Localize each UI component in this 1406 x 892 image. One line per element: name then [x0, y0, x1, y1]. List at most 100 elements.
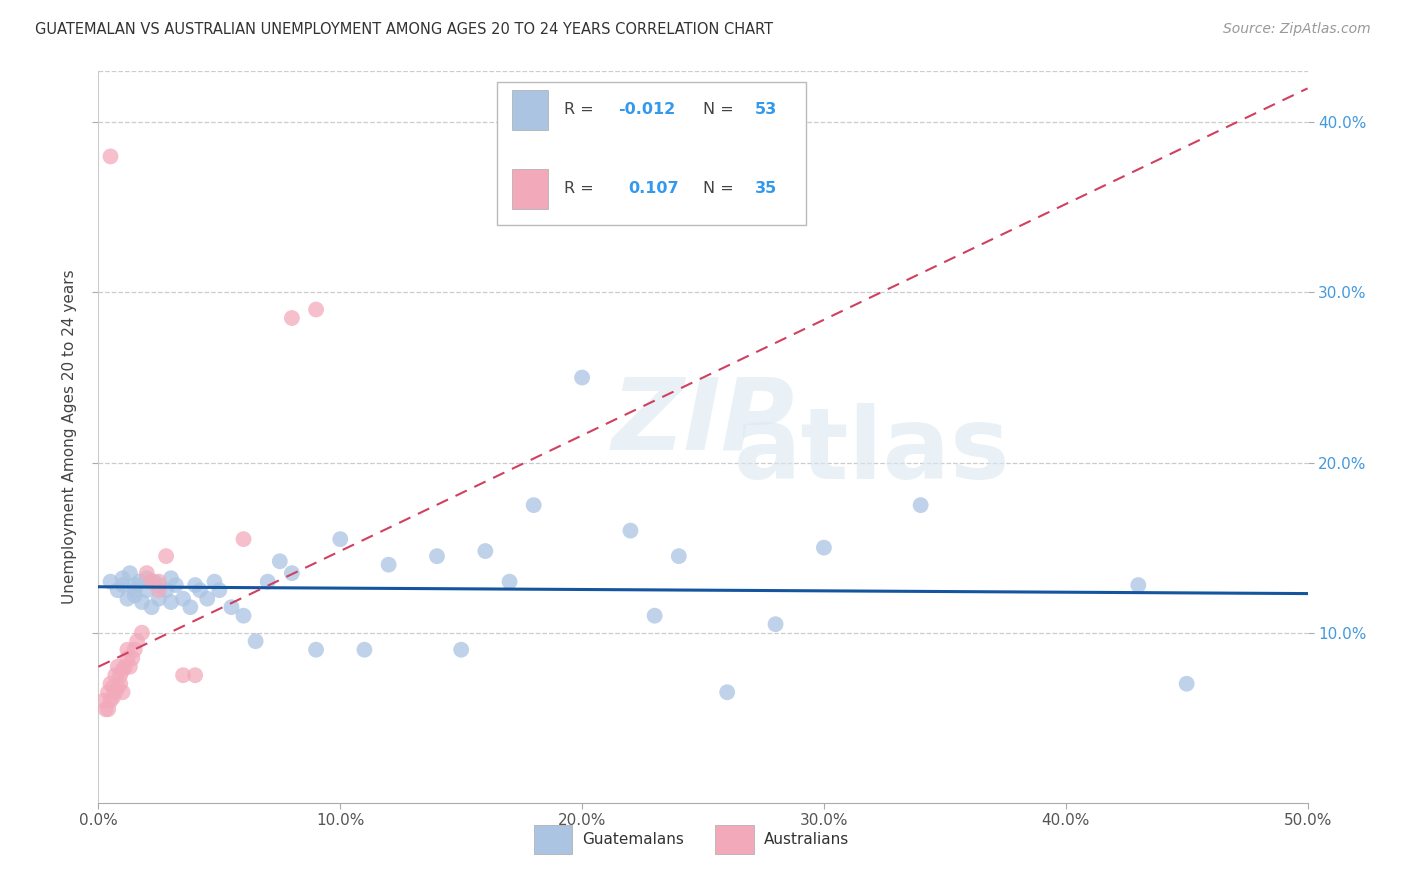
Text: N =: N = [703, 181, 740, 196]
Point [221, 600, 243, 615]
Point [353, 642, 375, 657]
Point [179, 600, 201, 615]
Point [281, 566, 304, 581]
Text: GUATEMALAN VS AUSTRALIAN UNEMPLOYMENT AMONG AGES 20 TO 24 YEARS CORRELATION CHAR: GUATEMALAN VS AUSTRALIAN UNEMPLOYMENT AM… [35, 22, 773, 37]
Point [135, 566, 157, 581]
Point [148, 578, 170, 592]
Text: Source: ZipAtlas.com: Source: ZipAtlas.com [1223, 22, 1371, 37]
Text: ZIP: ZIP [612, 374, 794, 471]
Point [127, 634, 149, 648]
Point [114, 659, 136, 673]
Point [135, 583, 157, 598]
Point [195, 591, 218, 606]
FancyBboxPatch shape [716, 825, 754, 854]
Point [131, 595, 153, 609]
Point [107, 659, 129, 673]
Point [100, 694, 122, 708]
Point [111, 571, 134, 585]
Point [256, 574, 278, 589]
Point [172, 591, 194, 606]
Point [94, 702, 117, 716]
Point [426, 549, 449, 563]
Point [668, 549, 690, 563]
Point [204, 574, 226, 589]
Point [124, 642, 146, 657]
Point [498, 574, 520, 589]
Point [135, 571, 157, 585]
Point [131, 625, 153, 640]
Point [1128, 578, 1150, 592]
Point [117, 651, 139, 665]
Point [124, 583, 146, 598]
FancyBboxPatch shape [512, 169, 548, 209]
Point [450, 642, 472, 657]
Point [813, 541, 835, 555]
Point [97, 685, 120, 699]
Point [208, 583, 231, 598]
Point [107, 680, 129, 694]
Point [160, 595, 183, 609]
Point [188, 583, 211, 598]
Point [165, 578, 187, 592]
Point [305, 302, 328, 317]
Point [104, 668, 127, 682]
Point [111, 685, 134, 699]
FancyBboxPatch shape [512, 89, 548, 130]
Text: 53: 53 [755, 103, 778, 117]
Point [184, 668, 207, 682]
Point [148, 591, 170, 606]
Text: 0.107: 0.107 [628, 181, 679, 196]
Point [474, 544, 496, 558]
Point [305, 642, 328, 657]
Point [619, 524, 641, 538]
Point [100, 574, 122, 589]
Point [101, 680, 124, 694]
Point [716, 685, 738, 699]
Point [118, 566, 141, 581]
Point [100, 149, 122, 163]
Point [148, 574, 170, 589]
Point [329, 532, 352, 546]
Point [101, 690, 124, 705]
Point [1175, 677, 1198, 691]
Point [160, 571, 183, 585]
Point [523, 498, 546, 512]
Point [232, 608, 254, 623]
Point [117, 642, 139, 657]
Text: atlas: atlas [734, 403, 1011, 500]
Point [148, 583, 170, 598]
Point [97, 702, 120, 716]
Point [121, 651, 143, 665]
Point [269, 554, 291, 568]
Point [107, 583, 129, 598]
Point [124, 578, 146, 592]
Point [128, 574, 150, 589]
FancyBboxPatch shape [498, 82, 806, 225]
Point [124, 588, 146, 602]
Point [245, 634, 267, 648]
Point [644, 608, 666, 623]
Point [111, 663, 134, 677]
Point [172, 668, 194, 682]
Point [117, 591, 139, 606]
Point [232, 532, 254, 546]
Point [91, 694, 114, 708]
Point [571, 370, 593, 384]
Point [108, 677, 131, 691]
FancyBboxPatch shape [534, 825, 572, 854]
Y-axis label: Unemployment Among Ages 20 to 24 years: Unemployment Among Ages 20 to 24 years [62, 269, 77, 605]
Point [155, 549, 177, 563]
Point [111, 578, 134, 592]
Point [765, 617, 787, 632]
Text: R =: R = [564, 103, 599, 117]
Point [104, 685, 127, 699]
Text: -0.012: -0.012 [619, 103, 676, 117]
Text: 35: 35 [755, 181, 778, 196]
Point [141, 600, 163, 615]
Point [281, 311, 304, 326]
Point [118, 659, 141, 673]
Text: Australians: Australians [763, 832, 849, 847]
Point [141, 574, 163, 589]
Point [108, 668, 131, 682]
Point [100, 677, 122, 691]
